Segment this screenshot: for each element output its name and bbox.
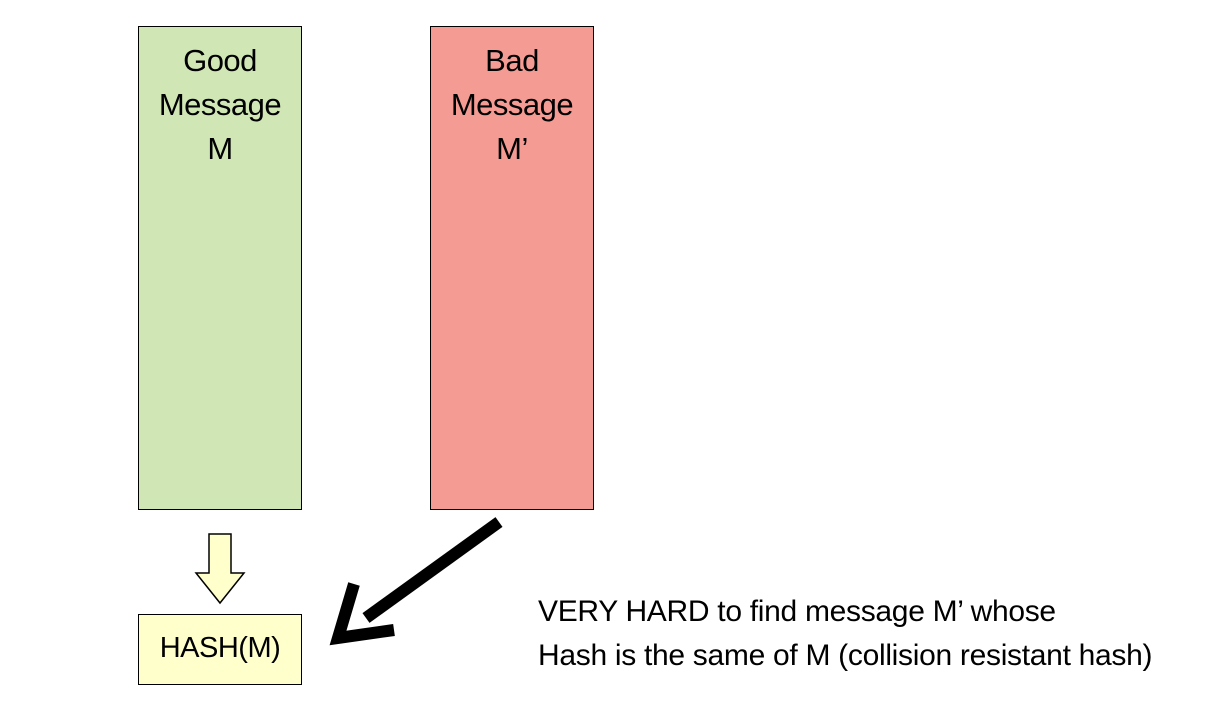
bad-message-box: Bad Message M’ bbox=[430, 26, 594, 510]
collision-arrow-head bbox=[329, 582, 395, 646]
collision-caption: VERY HARD to find message M’ whose Hash … bbox=[538, 590, 1152, 678]
hash-box: HASH(M) bbox=[138, 614, 302, 685]
good-message-line-2: Message bbox=[158, 87, 282, 122]
collision-arrow-shaft bbox=[362, 517, 503, 623]
caption-line-2: Hash is the same of M (collision resista… bbox=[538, 639, 1153, 672]
good-message-line-3: M bbox=[207, 131, 233, 166]
collision-arrow bbox=[329, 517, 503, 646]
bad-message-line-2: Message bbox=[450, 87, 574, 122]
good-message-box: Good Message M bbox=[138, 26, 302, 510]
hash-down-arrow bbox=[194, 533, 246, 605]
caption-line-1: VERY HARD to find message M’ whose bbox=[538, 595, 1056, 628]
bad-message-line-1: Bad bbox=[485, 43, 539, 78]
bad-message-line-3: M’ bbox=[496, 131, 528, 166]
hash-label: HASH(M) bbox=[159, 632, 281, 664]
good-message-line-1: Good bbox=[183, 43, 257, 78]
